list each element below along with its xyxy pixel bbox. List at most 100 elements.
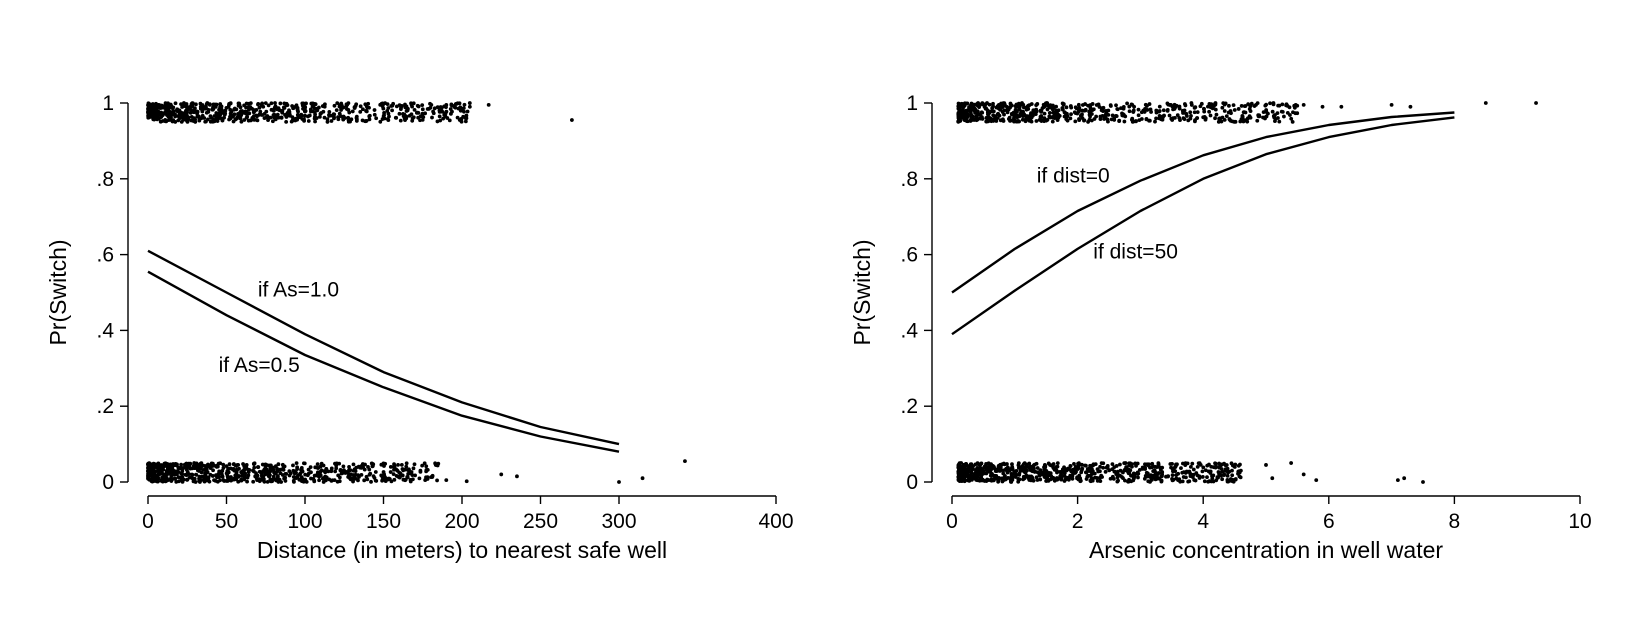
data-point: [1232, 465, 1237, 469]
data-point: [329, 119, 334, 123]
data-point: [467, 104, 472, 109]
data-point: [1231, 479, 1236, 484]
data-point: [339, 101, 344, 106]
data-point: [1000, 105, 1005, 110]
x-tick-label: 10: [1568, 510, 1591, 533]
data-point: [1195, 464, 1200, 469]
data-point: [1153, 119, 1157, 124]
data-point: [363, 102, 368, 107]
data-point: [1039, 119, 1044, 123]
data-point: [337, 475, 342, 480]
data-point: [1181, 116, 1186, 121]
data-point: [1041, 472, 1046, 476]
data-point: [1170, 473, 1175, 478]
data-point: [232, 476, 236, 481]
data-point: [235, 473, 239, 478]
data-point: [956, 478, 961, 482]
data-point: [1032, 466, 1036, 471]
data-point: [1143, 467, 1148, 471]
data-point: [180, 475, 185, 479]
data-point: [1145, 474, 1150, 479]
data-point: [1188, 116, 1193, 121]
y-tick-label: .4: [900, 319, 918, 342]
data-point: [303, 479, 308, 483]
data-point: [1014, 102, 1019, 107]
data-point: [1200, 475, 1205, 479]
data-point: [331, 112, 336, 117]
data-point: [1184, 469, 1189, 474]
y-tick-label: .4: [96, 319, 114, 342]
data-point: [1213, 116, 1217, 121]
data-point: [1089, 469, 1094, 474]
data-point: [224, 479, 229, 483]
data-point: [254, 471, 258, 476]
data-point: [1213, 101, 1218, 105]
x-axis-title: Distance (in meters) to nearest safe wel…: [257, 537, 667, 563]
data-point: [1131, 475, 1136, 480]
data-point: [244, 462, 249, 467]
data-point: [1133, 461, 1138, 466]
data-point: [246, 105, 251, 110]
data-point: [1073, 465, 1078, 469]
data-point: [1223, 467, 1228, 472]
data-point: [207, 479, 212, 484]
data-point: [1230, 473, 1235, 478]
data-point: [265, 471, 270, 476]
data-point: [295, 107, 300, 112]
data-point: [1220, 477, 1225, 482]
data-point: [963, 471, 967, 476]
data-point: [969, 470, 974, 475]
y-tick-label: .6: [900, 244, 918, 267]
data-point: [1389, 102, 1394, 107]
data-point: [1008, 118, 1012, 123]
data-point: [187, 472, 191, 477]
data-point: [1219, 462, 1224, 467]
data-point: [1209, 464, 1214, 469]
data-point: [391, 472, 396, 477]
data-point: [168, 463, 172, 468]
data-point: [1301, 102, 1306, 107]
data-point: [389, 479, 394, 484]
data-point: [149, 477, 154, 482]
data-point: [1034, 461, 1039, 466]
data-point: [980, 477, 985, 482]
data-point: [190, 104, 195, 109]
data-point: [227, 462, 232, 467]
data-point: [1099, 108, 1104, 113]
data-point: [228, 478, 233, 483]
data-point: [381, 106, 386, 111]
data-point: [351, 473, 356, 477]
data-point: [1192, 478, 1197, 482]
data-point: [428, 101, 432, 106]
data-point: [396, 462, 400, 467]
curve-annotation: if As=1.0: [258, 278, 339, 301]
data-point: [1131, 110, 1136, 114]
y-tick-label: 1: [102, 92, 114, 115]
data-point: [1214, 478, 1219, 483]
data-point: [1137, 467, 1142, 472]
data-point: [1051, 110, 1056, 115]
data-point: [683, 459, 687, 464]
data-point: [154, 108, 159, 113]
data-point: [214, 114, 219, 119]
data-point: [329, 469, 334, 474]
data-point: [239, 119, 244, 124]
data-point: [1064, 105, 1069, 110]
data-point: [412, 107, 417, 112]
data-point: [996, 105, 1001, 110]
data-point: [1339, 104, 1344, 109]
data-point: [393, 115, 398, 120]
data-point: [970, 102, 975, 107]
data-point: [388, 464, 393, 469]
data-point: [465, 109, 470, 114]
data-point: [1239, 104, 1244, 108]
data-point: [367, 114, 372, 119]
x-tick-label: 0: [142, 510, 154, 533]
curve-annotation: if As=0.5: [219, 354, 300, 377]
data-point: [247, 111, 252, 116]
data-point: [1165, 108, 1170, 112]
data-point: [462, 102, 467, 107]
data-point: [1091, 463, 1095, 468]
data-point: [463, 115, 468, 120]
data-point: [1255, 118, 1260, 123]
